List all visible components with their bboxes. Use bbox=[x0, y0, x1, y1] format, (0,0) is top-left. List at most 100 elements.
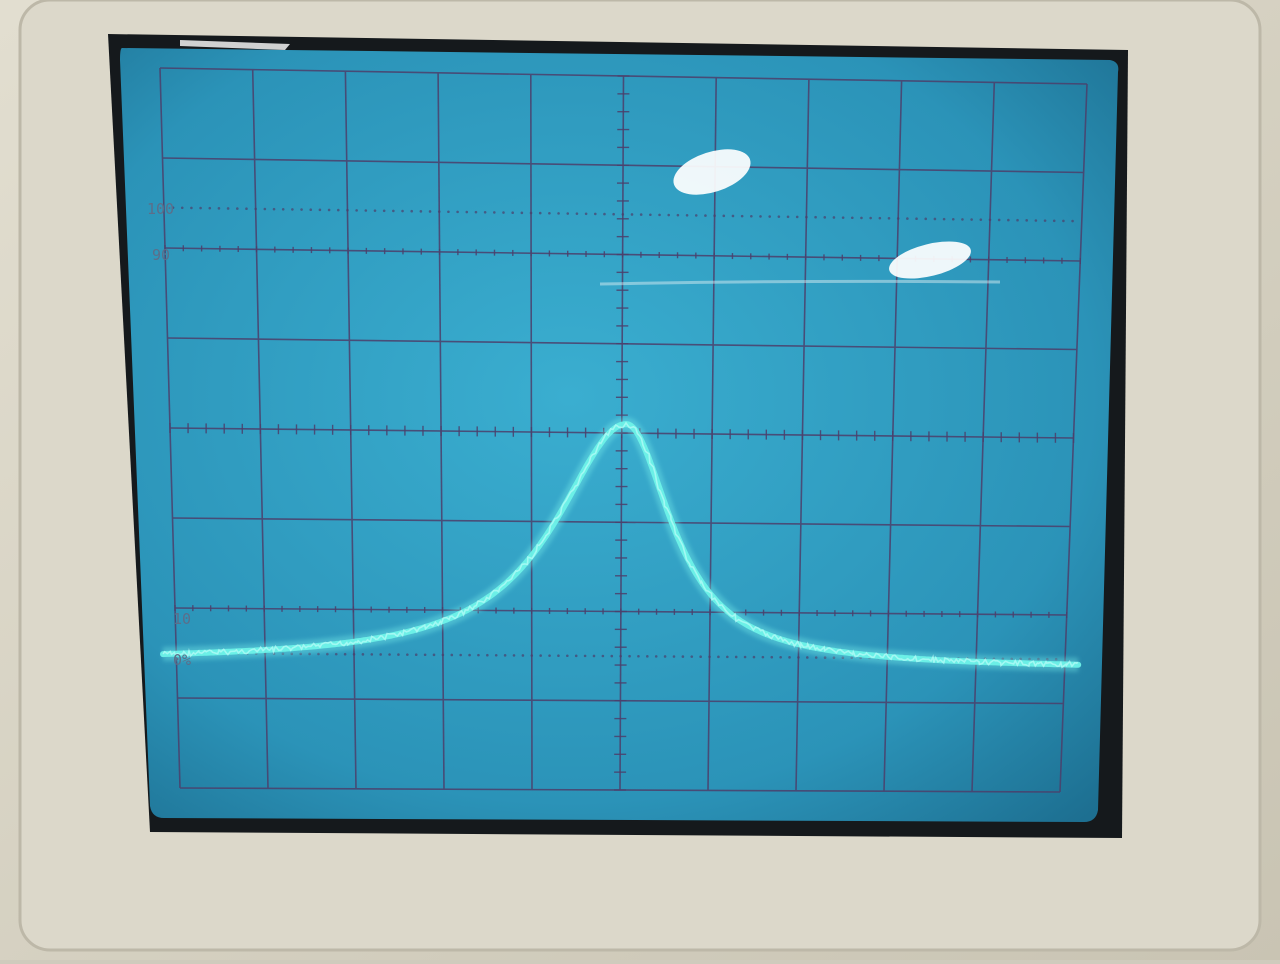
graticule-dot bbox=[364, 209, 368, 212]
graticule-dot bbox=[437, 210, 441, 213]
graticule-dot bbox=[512, 654, 516, 657]
graticule-dot bbox=[663, 655, 667, 658]
graticule-dot bbox=[226, 207, 230, 210]
graticule-dot bbox=[612, 212, 615, 216]
graticule-dot bbox=[685, 213, 689, 217]
glare-reflection bbox=[673, 149, 751, 195]
graticule-dot bbox=[272, 207, 276, 211]
graticule-dot bbox=[263, 207, 267, 211]
graticule-dot bbox=[713, 214, 716, 218]
graticule-dot bbox=[1052, 219, 1056, 223]
graticule-dot bbox=[392, 209, 395, 213]
crt-screen bbox=[120, 48, 1119, 822]
graticule-dot bbox=[414, 653, 418, 656]
graticule-dot bbox=[704, 214, 707, 217]
graticule-dot bbox=[823, 216, 827, 219]
graticule-dot bbox=[681, 655, 685, 658]
graticule-dot bbox=[676, 213, 680, 217]
graticule-dot bbox=[658, 213, 661, 217]
graticule-dot bbox=[529, 211, 533, 215]
graticule-dot bbox=[583, 654, 587, 658]
graticule-dot bbox=[327, 208, 331, 212]
graticule-dot bbox=[752, 655, 756, 659]
graticule-dot bbox=[236, 207, 239, 210]
graticule-dot bbox=[281, 207, 285, 211]
graticule-dot bbox=[646, 655, 649, 658]
graticule-dot bbox=[245, 207, 248, 211]
graticule-dot bbox=[566, 654, 569, 658]
graticule-dot bbox=[717, 655, 720, 659]
graticule-dot bbox=[300, 208, 303, 211]
graticule-dot bbox=[1071, 219, 1074, 223]
graticule-dot bbox=[318, 208, 322, 212]
graticule-dot bbox=[731, 214, 735, 218]
graticule-dot bbox=[382, 209, 386, 213]
graticule-dot bbox=[860, 216, 863, 220]
graticule-dot bbox=[459, 653, 462, 657]
graticule-dot bbox=[832, 216, 836, 219]
graticule-dot bbox=[779, 655, 782, 659]
graticule-dot bbox=[361, 653, 365, 656]
graticule-dot bbox=[621, 213, 625, 216]
graticule-dot bbox=[979, 218, 983, 221]
graticule-dot bbox=[672, 655, 676, 658]
graticule-dot bbox=[795, 215, 799, 219]
graticule-dot bbox=[538, 211, 542, 215]
graticule-dot bbox=[690, 655, 694, 658]
graticule-dot bbox=[726, 655, 729, 659]
graticule-dot bbox=[734, 655, 738, 659]
graticule-dot bbox=[520, 211, 524, 215]
graticule-dot bbox=[406, 653, 409, 656]
graticule-dot bbox=[447, 210, 450, 214]
graticule-dot bbox=[814, 656, 818, 659]
graticule-dot bbox=[352, 652, 356, 656]
graticule-dot bbox=[1007, 218, 1010, 222]
graticule-dot bbox=[401, 209, 404, 213]
graticule-dot bbox=[814, 215, 817, 219]
graticule-dot bbox=[1043, 219, 1047, 222]
graticule-dot bbox=[942, 217, 946, 221]
graticule-dot bbox=[483, 210, 487, 214]
graticule-dot bbox=[806, 656, 809, 659]
label-100-percent: 100 bbox=[147, 200, 175, 218]
graticule-dot bbox=[915, 217, 918, 221]
graticule-dot bbox=[850, 216, 854, 220]
graticule-dot bbox=[521, 654, 525, 657]
glare-reflection bbox=[889, 241, 971, 279]
graticule-dot bbox=[584, 212, 588, 216]
graticule-dot bbox=[761, 655, 765, 659]
graticule-dot bbox=[603, 212, 606, 216]
graticule-dot bbox=[180, 206, 184, 210]
graticule-dot bbox=[208, 206, 212, 210]
label-0-percent: 0% bbox=[173, 651, 192, 669]
graticule-dot bbox=[823, 656, 827, 659]
graticule-dot bbox=[699, 655, 702, 658]
graticule-dot bbox=[309, 208, 313, 211]
graticule-dot bbox=[630, 213, 634, 216]
graticule-dot bbox=[379, 653, 382, 656]
graticule-dot bbox=[441, 653, 445, 657]
graticule-dot bbox=[961, 218, 964, 221]
graticule-dot bbox=[740, 214, 744, 218]
graticule-dot bbox=[530, 654, 534, 657]
graticule-dot bbox=[951, 217, 955, 221]
graticule-dot bbox=[326, 652, 329, 656]
graticule-dot bbox=[503, 654, 507, 657]
graticule-dot bbox=[317, 652, 320, 656]
graticule-dot bbox=[777, 215, 781, 218]
graticule-dot bbox=[637, 654, 640, 658]
graticule-dot bbox=[343, 652, 347, 656]
graticule-dot bbox=[199, 206, 202, 210]
graticule-dot bbox=[502, 211, 505, 214]
graticule-dot bbox=[1016, 218, 1019, 222]
graticule-dot bbox=[346, 208, 349, 212]
graticule-dot bbox=[423, 653, 427, 657]
graticule-dot bbox=[474, 210, 478, 214]
graticule-dot bbox=[1025, 219, 1028, 222]
graticule-dot bbox=[593, 212, 597, 216]
graticule-dot bbox=[639, 213, 643, 216]
graticule-dot bbox=[370, 653, 374, 656]
graticule-dot bbox=[397, 653, 400, 656]
graticule-dot bbox=[217, 207, 221, 210]
